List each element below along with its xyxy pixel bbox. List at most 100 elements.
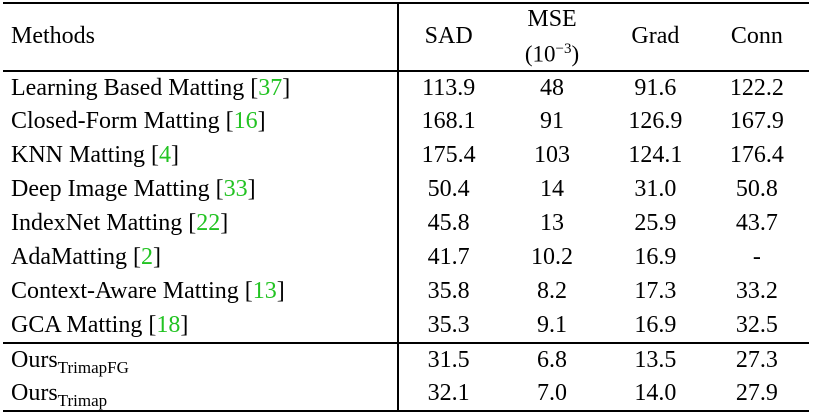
sad-value: 50.4 [427, 176, 470, 203]
header-conn: Conn [704, 3, 809, 72]
citation-bracket: ] [170, 142, 179, 169]
mse-unit-exponent: −3 [555, 41, 572, 57]
table-row: Learning Based Matting [37] 113.9 48 91.6 12… [3, 70, 809, 105]
method-name: AdaMatting [ [11, 244, 141, 271]
mse-value: 91 [540, 108, 565, 135]
citation-bracket: ] [247, 176, 256, 203]
table-row: Deep Image Matting [33] 50.4 14 31.0 50.8 [3, 172, 809, 207]
method-cell: Deep Image Matting [33] [3, 172, 400, 207]
citation-link[interactable]: 18 [156, 311, 181, 338]
method-cell: OursTrimap [3, 376, 400, 411]
grad-value: 16.9 [634, 311, 677, 338]
citation-link[interactable]: 2 [140, 244, 153, 271]
method-cell: Learning Based Matting [37] [3, 70, 400, 105]
mse-value: 6.8 [497, 341, 607, 377]
citation-link[interactable]: 33 [223, 176, 248, 203]
citation-link[interactable]: 13 [252, 278, 277, 305]
header-mse-unit: (10−3) [498, 34, 606, 70]
method-name: Learning Based Matting [ [11, 74, 259, 101]
grad-value: 25.9 [634, 210, 677, 237]
sad-value: 168.1 [421, 108, 476, 135]
citation-link[interactable]: 22 [196, 210, 221, 237]
conn-value: 43.7 [735, 210, 778, 237]
header-grad: Grad [606, 3, 705, 72]
method-name: Ours [11, 346, 58, 373]
table-row: KNN Matting [4] 175.4 103 124.1 176.4 [3, 138, 809, 173]
ours-row: OursTrimapFG 31.5 6.8 13.5 27.3 [3, 341, 809, 377]
grad-value: 124.1 [628, 142, 683, 169]
citation-bracket: ] [276, 278, 285, 305]
sad-value: 41.7 [427, 244, 470, 271]
method-name: Deep Image Matting [ [11, 176, 224, 203]
citation-link[interactable]: 16 [233, 108, 258, 135]
citation-link[interactable]: 37 [258, 74, 283, 101]
sad-value: 113.9 [422, 74, 476, 101]
table-row: Closed-Form Matting [16] 168.1 91 126.9 167.… [3, 104, 809, 139]
mse-value: 14 [540, 176, 565, 203]
mse-unit-close: ) [571, 41, 580, 67]
mse-value: 103 [534, 142, 571, 169]
conn-value: 32.5 [735, 311, 778, 338]
mse-value: 10.2 [531, 244, 574, 271]
citation-bracket: ] [152, 244, 161, 271]
sad-value: 31.5 [398, 341, 498, 377]
method-name: Ours [11, 379, 58, 406]
grad-value: 13.5 [606, 341, 705, 377]
table-row: AdaMatting [2] 41.7 10.2 16.9 - [3, 240, 809, 275]
ours-row: OursTrimap 32.1 7.0 14.0 27.9 [3, 376, 809, 411]
mse-value: 8.2 [537, 278, 568, 305]
method-name: IndexNet Matting [ [11, 210, 197, 237]
method-subscript: TrimapFG [57, 357, 129, 377]
mse-value: 13 [540, 210, 565, 237]
citation-link[interactable]: 4 [158, 142, 171, 169]
method-subscript: Trimap [57, 390, 108, 410]
method-cell: GCA Matting [18] [3, 308, 400, 343]
conn-value: 50.8 [735, 176, 778, 203]
method-name: Closed-Form Matting [ [11, 108, 234, 135]
mse-value: 7.0 [537, 379, 568, 406]
method-name: Context-Aware Matting [ [11, 278, 253, 305]
sad-value: 35.3 [427, 311, 470, 338]
method-cell: Closed-Form Matting [16] [3, 104, 400, 139]
mse-value: 48 [540, 74, 565, 101]
conn-value: 176.4 [729, 142, 784, 169]
grad-value: 14.0 [634, 379, 677, 406]
mse-value: 9.1 [537, 311, 568, 338]
conn-value: 167.9 [729, 108, 784, 135]
table-row: IndexNet Matting [22] 45.8 13 25.9 43.7 [3, 206, 809, 241]
table-row: GCA Matting [18] 35.3 9.1 16.9 32.5 [3, 308, 809, 343]
sad-value: 45.8 [427, 210, 470, 237]
table-row: Context-Aware Matting [13] 35.8 8.2 17.3 33.… [3, 274, 809, 309]
header-row: Methods SAD MSE (10−3) Grad Conn [3, 3, 809, 72]
conn-value: 27.3 [704, 341, 809, 377]
method-name: GCA Matting [ [11, 311, 157, 338]
method-cell: AdaMatting [2] [3, 240, 400, 275]
conn-value: 27.9 [735, 379, 778, 406]
sad-value: 32.1 [427, 379, 470, 406]
results-table: Methods SAD MSE (10−3) Grad Conn Learnin… [3, 2, 809, 412]
header-sad: SAD [398, 3, 498, 72]
method-name: KNN Matting [ [11, 142, 159, 169]
grad-value: 31.0 [634, 176, 677, 203]
conn-value: - [752, 244, 761, 271]
header-methods: Methods [3, 3, 400, 72]
conn-value: 33.2 [735, 278, 778, 305]
method-cell: OursTrimapFG [3, 341, 400, 377]
citation-bracket: ] [180, 311, 189, 338]
citation-bracket: ] [282, 74, 291, 101]
header-mse: MSE (10−3) [497, 3, 607, 72]
grad-value: 126.9 [628, 108, 683, 135]
method-cell: KNN Matting [4] [3, 138, 400, 173]
grad-value: 91.6 [634, 74, 677, 101]
mse-unit-base: (10 [524, 41, 556, 67]
table-header: Methods SAD MSE (10−3) Grad Conn [3, 3, 809, 72]
sad-value: 35.8 [427, 278, 470, 305]
grad-value: 17.3 [634, 278, 677, 305]
grad-value: 16.9 [634, 244, 677, 271]
table-body: Learning Based Matting [37] 113.9 48 91.6 12… [3, 70, 809, 411]
conn-value: 122.2 [729, 74, 784, 101]
citation-bracket: ] [220, 210, 229, 237]
header-mse-label: MSE [527, 6, 577, 32]
method-cell: IndexNet Matting [22] [3, 206, 400, 241]
sad-value: 175.4 [421, 142, 476, 169]
